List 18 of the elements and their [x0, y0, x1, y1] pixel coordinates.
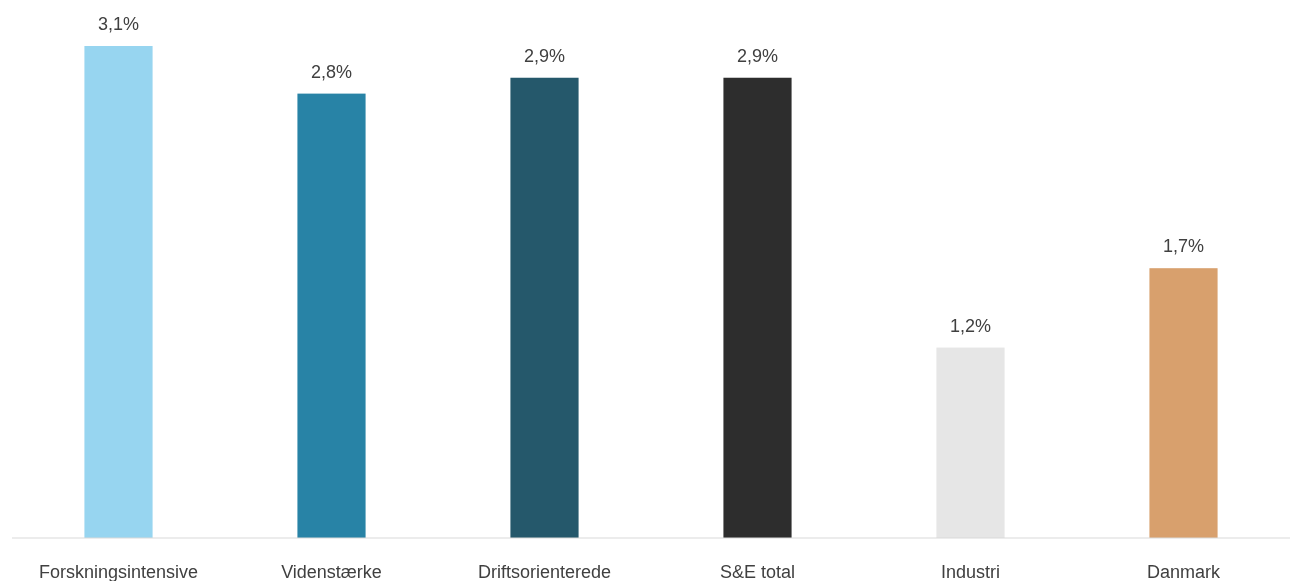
x-tick-label: Forskningsintensive	[38, 562, 199, 581]
bar	[510, 77, 579, 538]
data-label: 2,9%	[523, 45, 566, 66]
data-label: 2,9%	[736, 45, 779, 66]
bar	[84, 46, 153, 538]
data-label: 2,8%	[310, 61, 353, 82]
x-tick-label: S&E total	[719, 562, 796, 581]
bar	[297, 93, 366, 538]
bar	[1149, 268, 1218, 538]
data-label: 1,2%	[949, 315, 992, 336]
x-tick-label: Industri	[940, 562, 1001, 581]
bar	[936, 347, 1005, 538]
data-label: 1,7%	[1162, 236, 1205, 257]
x-tick-label: Videnstærke	[281, 562, 382, 581]
x-tick-label: Danmark	[1146, 562, 1221, 581]
data-label: 3,1%	[97, 14, 140, 34]
bar	[723, 77, 792, 538]
x-tick-label: Driftsorienterede	[477, 562, 612, 581]
